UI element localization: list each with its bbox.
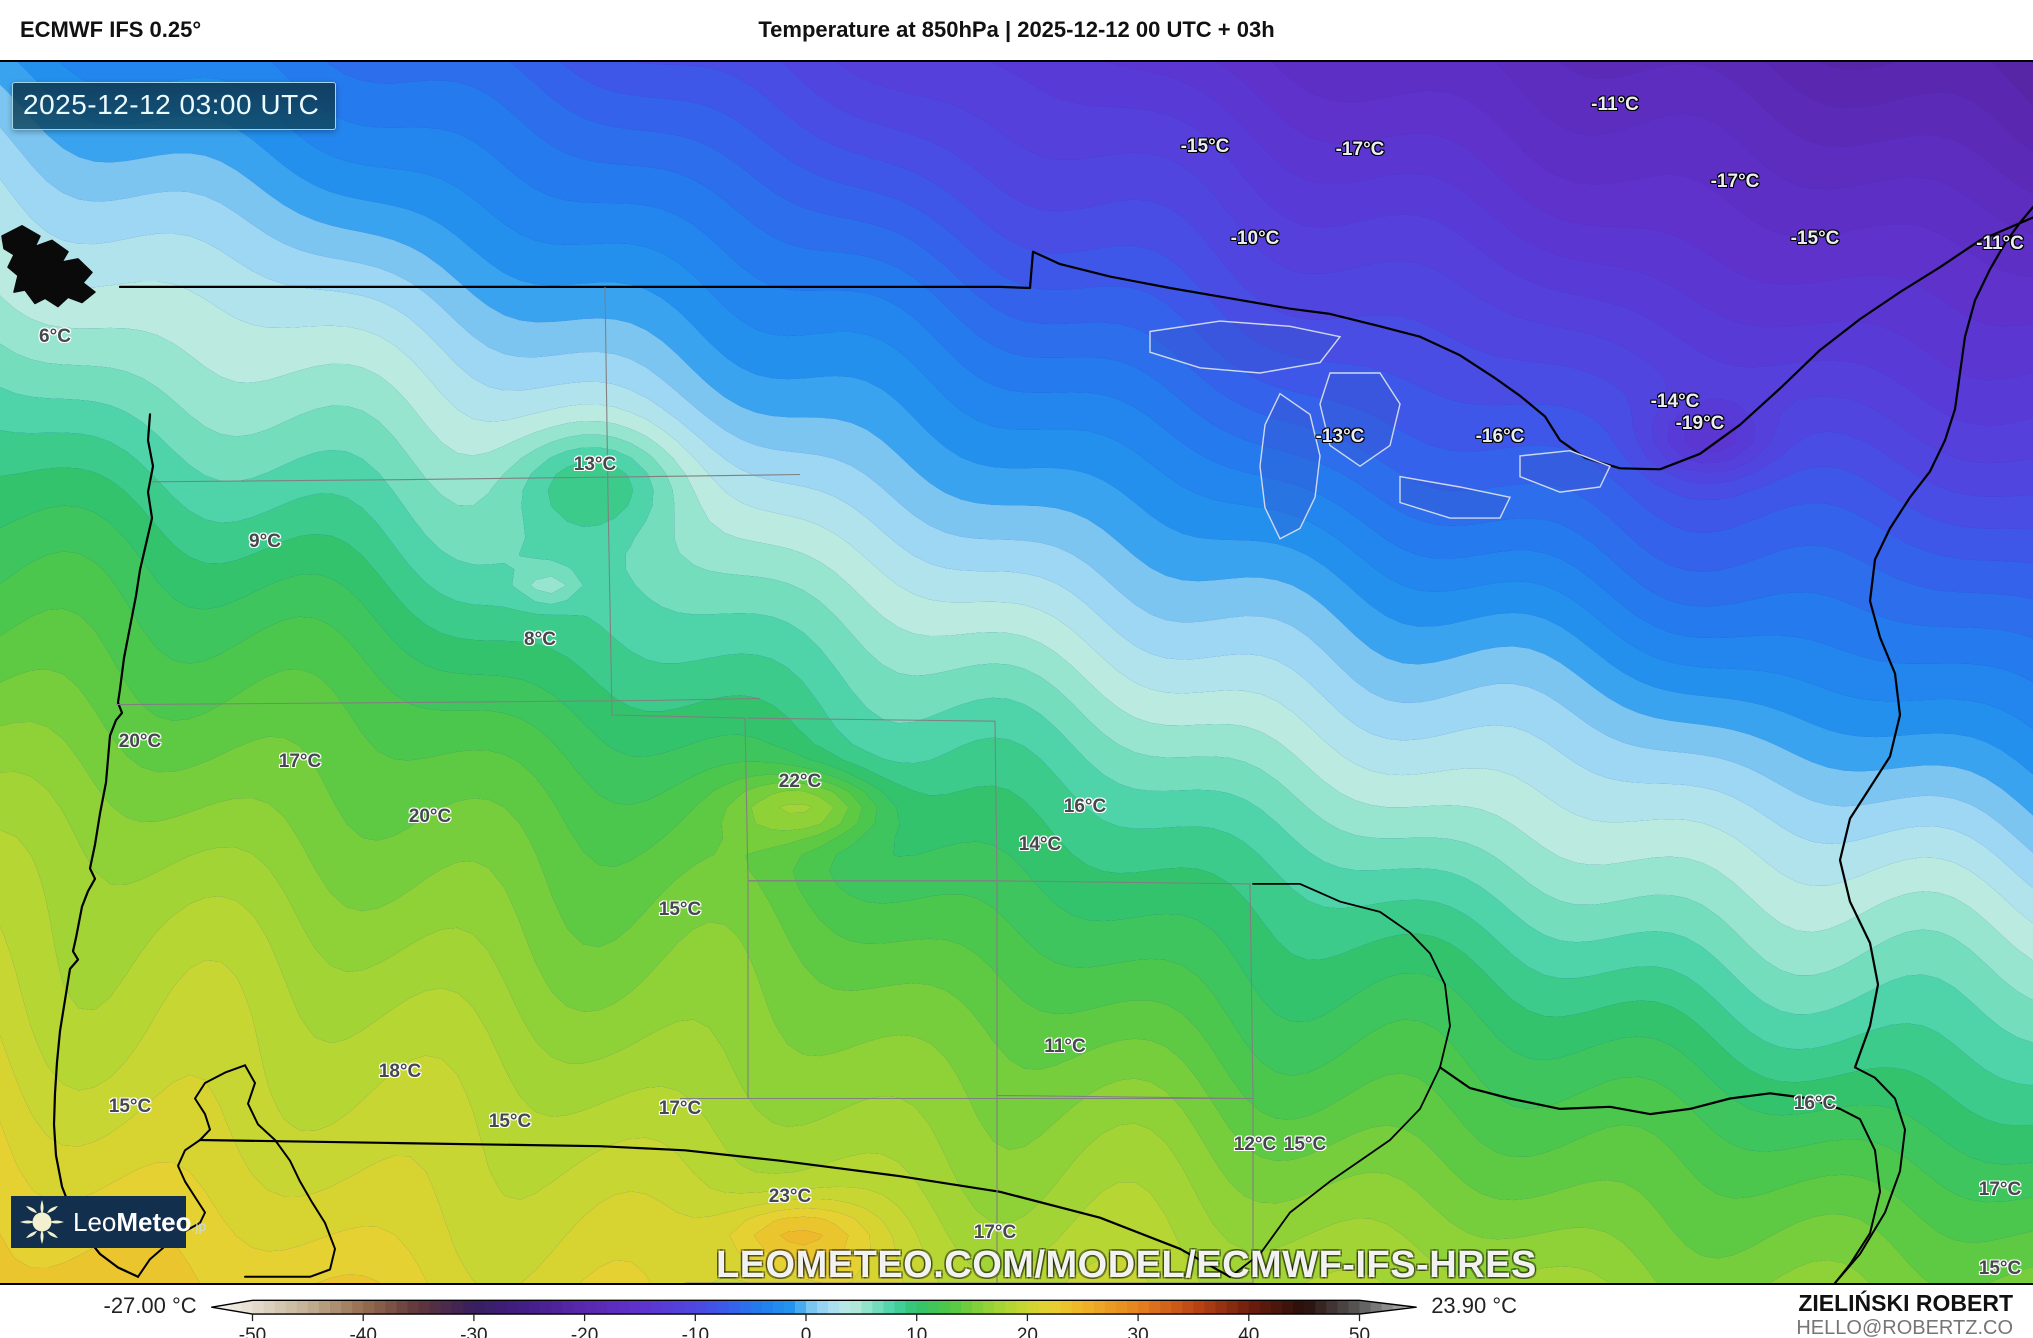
svg-text:0: 0 [801,1325,812,1338]
svg-text:23.90 °C: 23.90 °C [1431,1293,1517,1318]
svg-text:-50: -50 [239,1325,266,1338]
svg-text:-27.00 °C: -27.00 °C [104,1293,197,1318]
svg-text:50: 50 [1349,1325,1370,1338]
svg-text:-30: -30 [460,1325,487,1338]
svg-text:40: 40 [1238,1325,1259,1338]
svg-text:-10: -10 [682,1325,709,1338]
svg-text:20: 20 [1017,1325,1038,1338]
svg-text:10: 10 [906,1325,927,1338]
svg-text:-20: -20 [571,1325,598,1338]
svg-text:-40: -40 [349,1325,376,1338]
svg-text:30: 30 [1128,1325,1149,1338]
